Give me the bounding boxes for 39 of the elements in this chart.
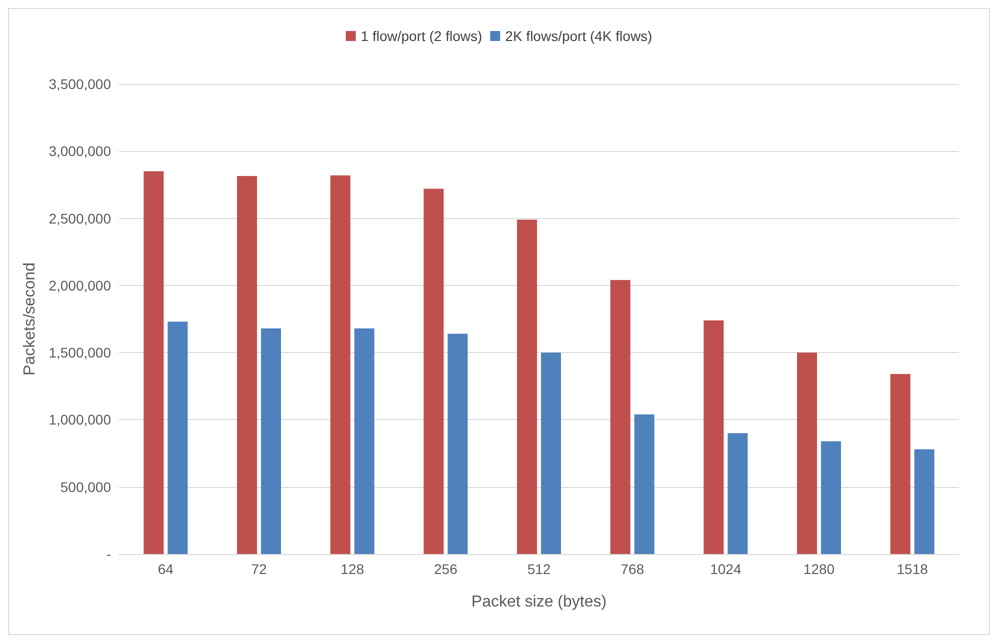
- x-tick-label: 128: [340, 561, 364, 577]
- y-tick-label: 2,000,000: [48, 277, 112, 294]
- bar: [144, 171, 164, 554]
- y-axis-title: Packets/second: [21, 262, 38, 376]
- bar: [261, 328, 281, 554]
- x-tick-label: 1024: [710, 561, 742, 577]
- bar: [168, 322, 188, 554]
- y-tick-label: 1,000,000: [48, 412, 112, 428]
- bar: [914, 449, 934, 554]
- y-tick-label: 500,000: [60, 478, 112, 495]
- bar: [354, 328, 374, 554]
- x-tick-label: 512: [527, 561, 551, 577]
- bar: [517, 220, 537, 554]
- legend-label: 2K flows/port (4K flows): [505, 28, 652, 44]
- x-axis-title: Packet size (bytes): [471, 594, 607, 610]
- x-tick-label: 768: [620, 561, 644, 577]
- x-tick-label: 64: [158, 561, 174, 577]
- bar: [821, 441, 841, 554]
- y-tick-label: 3,500,000: [48, 76, 112, 92]
- y-tick-label: 1,500,000: [48, 344, 112, 361]
- y-tick-label: -: [106, 546, 112, 562]
- bar: [728, 433, 748, 554]
- bar: [448, 334, 468, 554]
- bar: [704, 320, 724, 554]
- x-tick-label: 1280: [803, 561, 835, 577]
- y-tick-label: 2,500,000: [48, 210, 112, 226]
- x-tick-label: 256: [434, 561, 458, 577]
- y-tick-label: 3,000,000: [48, 143, 112, 160]
- x-tick-label: 1518: [896, 561, 928, 577]
- bar: [424, 188, 444, 554]
- bar: [890, 374, 910, 554]
- bar: [610, 280, 630, 554]
- bar: [237, 176, 257, 554]
- bar: [541, 352, 561, 554]
- bar: [330, 175, 350, 554]
- x-tick-label: 72: [251, 561, 267, 577]
- bar: [797, 352, 817, 554]
- bar: [634, 414, 654, 554]
- legend-label: 1 flow/port (2 flows): [360, 28, 482, 44]
